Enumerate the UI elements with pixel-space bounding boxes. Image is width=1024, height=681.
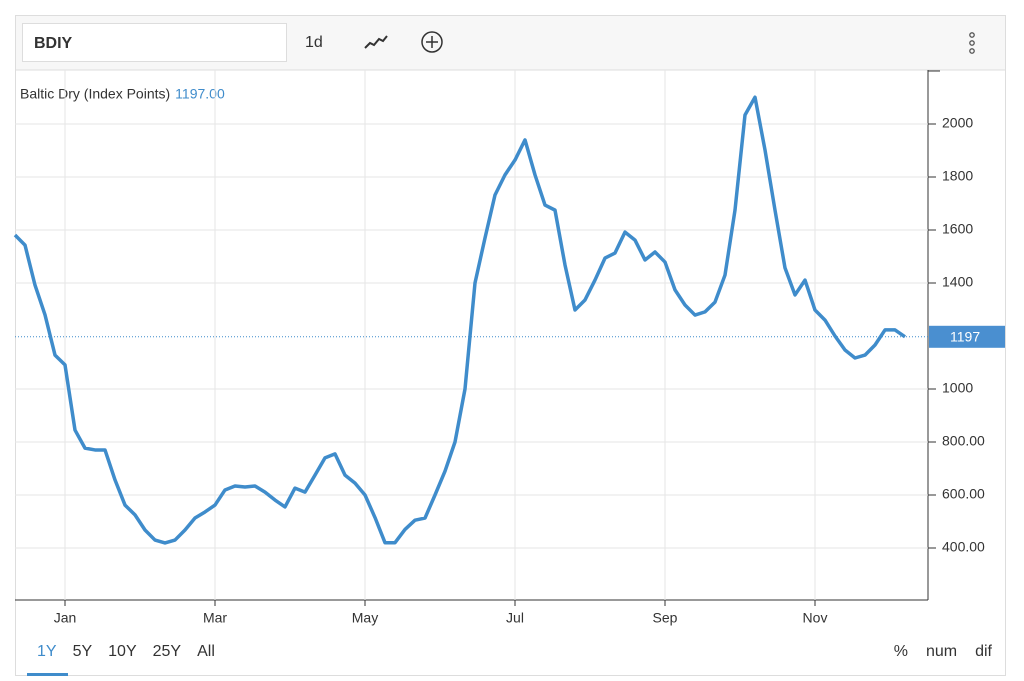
range-button[interactable]: 5Y: [73, 643, 93, 660]
x-tick-label: Jan: [54, 610, 77, 626]
symbol-input[interactable]: [22, 23, 287, 62]
widget-frame: [15, 15, 1006, 676]
scale-button[interactable]: %: [894, 643, 908, 660]
series-line: [13, 95, 906, 545]
range-button[interactable]: 10Y: [108, 643, 137, 660]
price-tag-label: 1197: [950, 328, 980, 344]
scale-button[interactable]: num: [926, 643, 957, 660]
x-tick-label: Mar: [203, 610, 227, 626]
range-button[interactable]: All: [197, 643, 215, 660]
y-tick-label: 2000: [942, 115, 973, 131]
x-tick-label: Jul: [506, 610, 524, 626]
x-tick-label: Nov: [803, 610, 828, 626]
x-tick-label: May: [352, 610, 378, 626]
x-tick-label: Sep: [653, 610, 678, 626]
active-range-underline: [27, 673, 68, 676]
y-tick-label: 600.00: [942, 486, 985, 502]
range-button[interactable]: 25Y: [153, 643, 182, 660]
y-tick-label: 1800: [942, 168, 973, 184]
add-compare-plus: [426, 36, 438, 48]
y-tick-label: 1000: [942, 380, 973, 396]
price-tag: [929, 325, 1005, 348]
menu-icon[interactable]: [969, 32, 975, 54]
add-compare-icon[interactable]: [421, 31, 443, 53]
y-tick-label: 800.00: [942, 433, 985, 449]
y-tick-label: 400.00: [942, 539, 985, 555]
legend-name: Baltic Dry (Index Points): [20, 86, 170, 102]
range-button[interactable]: 1Y: [37, 643, 57, 660]
legend-value: 1197.00: [175, 86, 225, 102]
scale-button[interactable]: dif: [975, 643, 992, 660]
interval-button[interactable]: 1d: [305, 34, 323, 51]
y-tick-label: 1400: [942, 274, 973, 290]
symbol-text: BDIY: [34, 35, 73, 52]
chart-type-icon[interactable]: [364, 35, 388, 49]
y-tick-label: 1600: [942, 221, 973, 237]
